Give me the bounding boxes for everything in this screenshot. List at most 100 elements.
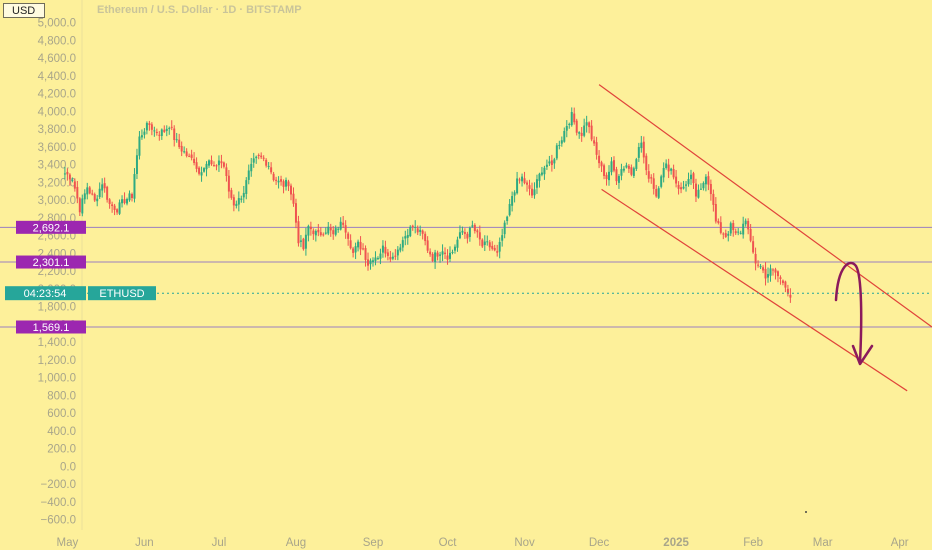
candle-body <box>749 229 752 241</box>
candle-body <box>101 184 104 191</box>
candle-body <box>235 203 238 206</box>
candle-body <box>270 167 273 173</box>
candle-body <box>260 155 263 158</box>
candle-body <box>188 155 191 157</box>
y-tick-label: 2,200.0 <box>38 266 76 278</box>
candle-body <box>578 132 581 134</box>
candle-body <box>203 168 206 172</box>
candle-body <box>292 193 295 204</box>
candle-body <box>332 230 335 235</box>
candle-body <box>257 154 260 156</box>
candle-body <box>212 165 215 167</box>
candle-body <box>297 221 300 244</box>
candle-body <box>568 123 571 125</box>
channel-upper-line[interactable] <box>598 84 932 328</box>
candle-body <box>103 183 106 189</box>
candle-body <box>647 171 650 179</box>
candle-body <box>135 155 138 174</box>
candle-body <box>307 225 310 236</box>
candle-body <box>195 162 198 169</box>
candle-body <box>309 226 312 230</box>
candle-body <box>252 158 255 163</box>
candle-body <box>682 186 685 189</box>
candle-body <box>717 220 720 223</box>
y-tick-label: 1,000.0 <box>38 373 76 385</box>
candle-body <box>714 204 717 222</box>
candle-body <box>530 188 533 196</box>
candle-body <box>396 249 399 256</box>
candle-body <box>401 240 404 248</box>
candle-body <box>178 139 181 147</box>
candle-body <box>230 190 233 198</box>
y-tick-label: 1,200.0 <box>38 355 76 367</box>
candle-body <box>759 266 762 268</box>
candle-body <box>622 168 625 171</box>
candle-body <box>491 245 494 249</box>
y-tick-label: 4,200.0 <box>38 89 76 101</box>
candle-body <box>205 163 208 170</box>
candle-body <box>690 174 693 180</box>
candle-body <box>431 253 434 262</box>
candle-body <box>294 203 297 223</box>
candle-body <box>685 184 688 186</box>
candle-body <box>486 241 489 243</box>
candle-body <box>640 142 643 149</box>
candle-body <box>339 221 342 230</box>
candle-body <box>289 185 292 195</box>
candle-body <box>729 223 732 234</box>
candle-body <box>190 154 193 158</box>
candle-body <box>642 141 645 158</box>
candle-body <box>265 159 268 166</box>
candle-body <box>570 112 573 126</box>
candle-body <box>699 188 702 190</box>
candle-body <box>767 274 770 278</box>
y-tick-label: 5,000.0 <box>38 18 76 30</box>
candle-body <box>379 253 382 259</box>
candle-body <box>528 185 531 189</box>
candle-body <box>521 176 524 182</box>
candle-body <box>78 198 81 213</box>
x-tick-label: Jul <box>212 537 227 549</box>
candle-body <box>665 163 668 169</box>
y-tick-label: 3,200.0 <box>38 177 76 189</box>
candle-body <box>68 174 71 180</box>
candle-body <box>709 184 712 195</box>
candle-body <box>533 189 536 196</box>
countdown-text: 04:23:54 <box>24 288 67 300</box>
candle-body <box>91 193 94 195</box>
candle-body <box>734 231 737 234</box>
candle-body <box>627 165 630 169</box>
y-tick-label: 4,600.0 <box>38 53 76 65</box>
candle-body <box>655 188 658 197</box>
candle-body <box>394 255 397 257</box>
candle-body <box>677 184 680 189</box>
currency-label[interactable]: USD <box>3 3 45 18</box>
candle-body <box>776 271 779 277</box>
candle-body <box>456 239 459 248</box>
candle-body <box>123 199 126 204</box>
candle-body <box>675 176 678 184</box>
x-tick-label: Dec <box>589 537 610 549</box>
x-tick-label: Oct <box>439 537 458 549</box>
chart-title: Ethereum / U.S. Dollar · 1D · BITSTAMP <box>97 4 302 16</box>
candle-body <box>299 240 302 242</box>
candle-body <box>488 242 491 248</box>
candle-body <box>381 245 384 253</box>
candle-body <box>508 204 511 216</box>
candle-body <box>650 177 653 179</box>
candle-body <box>138 136 141 156</box>
x-tick-label: Nov <box>514 537 535 549</box>
candle-body <box>133 174 136 199</box>
candle-body <box>334 228 337 235</box>
candle-body <box>600 162 603 167</box>
candle-body <box>545 164 548 167</box>
candle-body <box>573 113 576 123</box>
candle-body <box>210 160 213 165</box>
drawn-arrow-annotation <box>834 261 874 366</box>
candle-body <box>106 186 109 200</box>
candle-body <box>140 135 143 138</box>
candle-body <box>421 230 424 234</box>
y-tick-label: 3,800.0 <box>38 124 76 136</box>
level-price-tag <box>16 320 86 334</box>
